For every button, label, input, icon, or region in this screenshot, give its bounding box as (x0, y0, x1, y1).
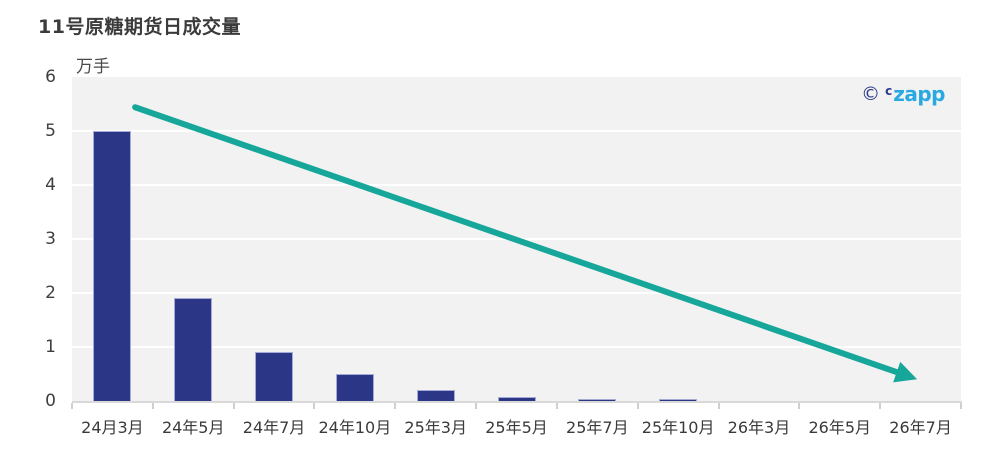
bar-25年3月 (416, 390, 455, 401)
bar-24年5月 (174, 298, 213, 401)
x-axis-tick (879, 403, 882, 409)
y-axis-unit-label: 万手 (76, 57, 110, 77)
bar-24年10月 (335, 374, 374, 401)
copyright-icon: © (861, 82, 881, 105)
bar-24年7月 (255, 352, 294, 401)
czapp-watermark: © c zapp (861, 84, 945, 104)
x-axis-tick (717, 403, 720, 409)
x-tick-label-25年10月: 25年10月 (641, 418, 715, 437)
x-axis-tick (636, 403, 639, 409)
x-tick-label-26年5月: 26年5月 (808, 418, 872, 437)
bar-25年7月 (578, 399, 617, 401)
x-axis-tick (232, 403, 235, 409)
bar-25年10月 (659, 399, 698, 401)
y-tick-label-0: 0 (45, 391, 56, 411)
x-tick-label-24月3月: 24月3月 (81, 418, 144, 437)
y-tick-label-3: 3 (45, 229, 56, 249)
x-axis-tick (71, 403, 73, 409)
x-tick-label-24年10月: 24年10月 (318, 418, 392, 437)
x-axis-tick (960, 403, 962, 409)
x-axis-tick (313, 403, 316, 409)
x-axis-tick (555, 403, 558, 409)
y-tick-label-5: 5 (45, 121, 56, 141)
x-tick-label-25年3月: 25年3月 (404, 418, 467, 437)
bar-25年5月 (497, 397, 536, 401)
x-tick-label-25年5月: 25年5月 (485, 418, 548, 437)
x-tick-label-26年7月: 26年7月 (889, 418, 952, 437)
gridline-y-3 (72, 238, 961, 240)
brand-name: zapp (893, 82, 945, 106)
plot-area: © c zapp (72, 77, 961, 401)
gridline-y-4 (72, 184, 961, 186)
y-tick-label-4: 4 (45, 175, 56, 195)
brand-prefix: c (885, 84, 893, 98)
x-axis-tick (798, 403, 801, 409)
gridline-y-2 (72, 292, 961, 294)
x-tick-label-26年3月: 26年3月 (727, 418, 791, 437)
x-axis-tick (394, 403, 397, 409)
y-tick-label-2: 2 (45, 283, 56, 303)
x-axis-tick (151, 403, 154, 409)
x-axis-tick (475, 403, 478, 409)
chart-title: 11号原糖期货日成交量 (38, 16, 241, 38)
y-tick-label-6: 6 (45, 67, 56, 87)
x-tick-label-24年7月: 24年7月 (242, 418, 306, 437)
gridline-y-5 (72, 130, 961, 132)
x-tick-label-25年7月: 25年7月 (566, 418, 629, 437)
x-tick-label-24年5月: 24年5月 (161, 418, 225, 437)
x-axis-line (72, 401, 962, 403)
y-tick-label-1: 1 (45, 337, 56, 357)
bar-24月3月 (93, 131, 132, 401)
